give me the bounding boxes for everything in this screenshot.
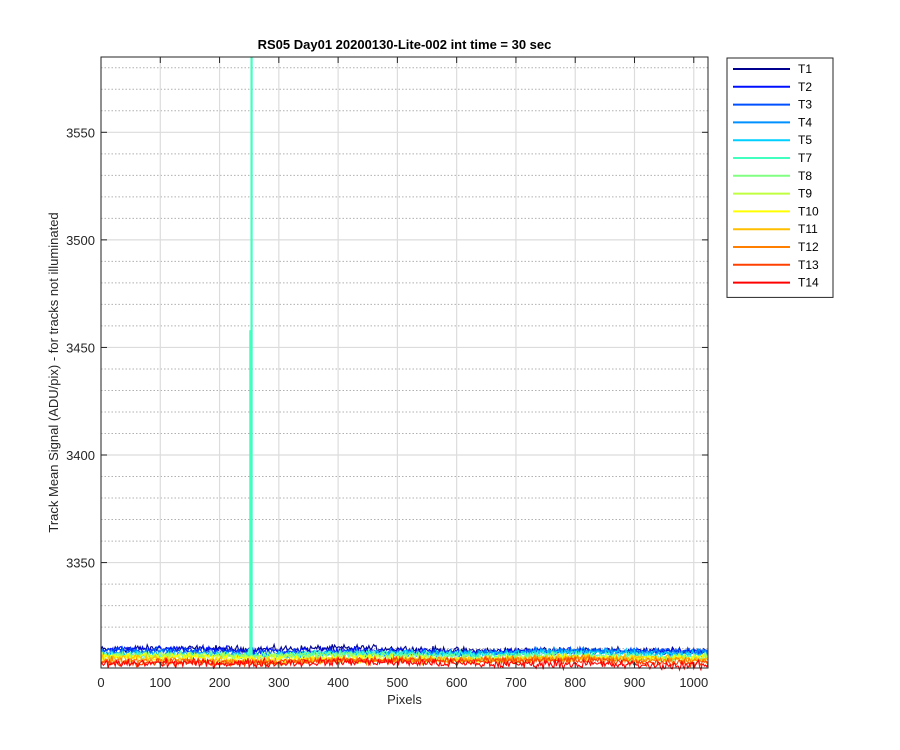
legend-box — [726, 57, 834, 298]
legend-label-t13: T13 — [798, 258, 819, 272]
y-ticks: 3350 3400 3450 3500 3550 — [66, 125, 708, 571]
axes — [100, 56, 709, 669]
y-axis-label: Track Mean Signal (ADU/pix) - for tracks… — [46, 212, 61, 532]
legend-label-t12: T12 — [798, 240, 819, 254]
x-tick-label: 300 — [268, 675, 290, 690]
x-tick-label: 400 — [327, 675, 349, 690]
legend-label-t1: T1 — [798, 62, 812, 76]
legend-label-t14: T14 — [798, 276, 819, 290]
legend-label-t10: T10 — [798, 204, 819, 218]
legend-label-t3: T3 — [798, 98, 812, 112]
y-tick-label: 3450 — [66, 340, 95, 355]
series-layer — [100, 56, 709, 672]
y-tick-label: 3350 — [66, 556, 95, 571]
legend-label-t4: T4 — [798, 115, 812, 129]
axes-box — [100, 56, 709, 669]
legend-label-t11: T11 — [798, 222, 818, 236]
plot-area — [101, 57, 708, 668]
x-tick-label: 500 — [387, 675, 409, 690]
legend-label-t9: T9 — [798, 187, 812, 201]
y-tick-label: 3400 — [66, 448, 95, 463]
x-tick-label: 900 — [624, 675, 646, 690]
series-line-t14 — [100, 655, 709, 672]
x-tick-label: 0 — [97, 675, 104, 690]
legend-label-t2: T2 — [798, 80, 812, 94]
legend-label-t5: T5 — [798, 133, 812, 147]
x-tick-label: 200 — [209, 675, 231, 690]
legend-label-t7: T7 — [798, 151, 812, 165]
chart-title: RS05 Day01 20200130-Lite-002 int time = … — [258, 37, 552, 52]
y-tick-label: 3550 — [66, 125, 95, 140]
x-ticks: 0 100 200 300 400 500 600 700 800 900 1000 — [97, 57, 708, 690]
y-tick-label: 3500 — [66, 233, 95, 248]
x-axis-label: Pixels — [387, 692, 422, 707]
x-tick-label: 100 — [149, 675, 171, 690]
x-tick-label: 700 — [505, 675, 527, 690]
series-line-t13 — [100, 654, 709, 668]
grid — [100, 57, 708, 668]
series-line-t4 — [100, 645, 709, 661]
x-tick-label: 800 — [564, 675, 586, 690]
x-tick-label: 600 — [446, 675, 468, 690]
x-tick-label: 1000 — [679, 675, 708, 690]
legend: T1 T2 T3 T4 T5 T7 T8 T9 T10 T11 T12 T13 T14 — [726, 57, 834, 298]
legend-label-t8: T8 — [798, 169, 812, 183]
